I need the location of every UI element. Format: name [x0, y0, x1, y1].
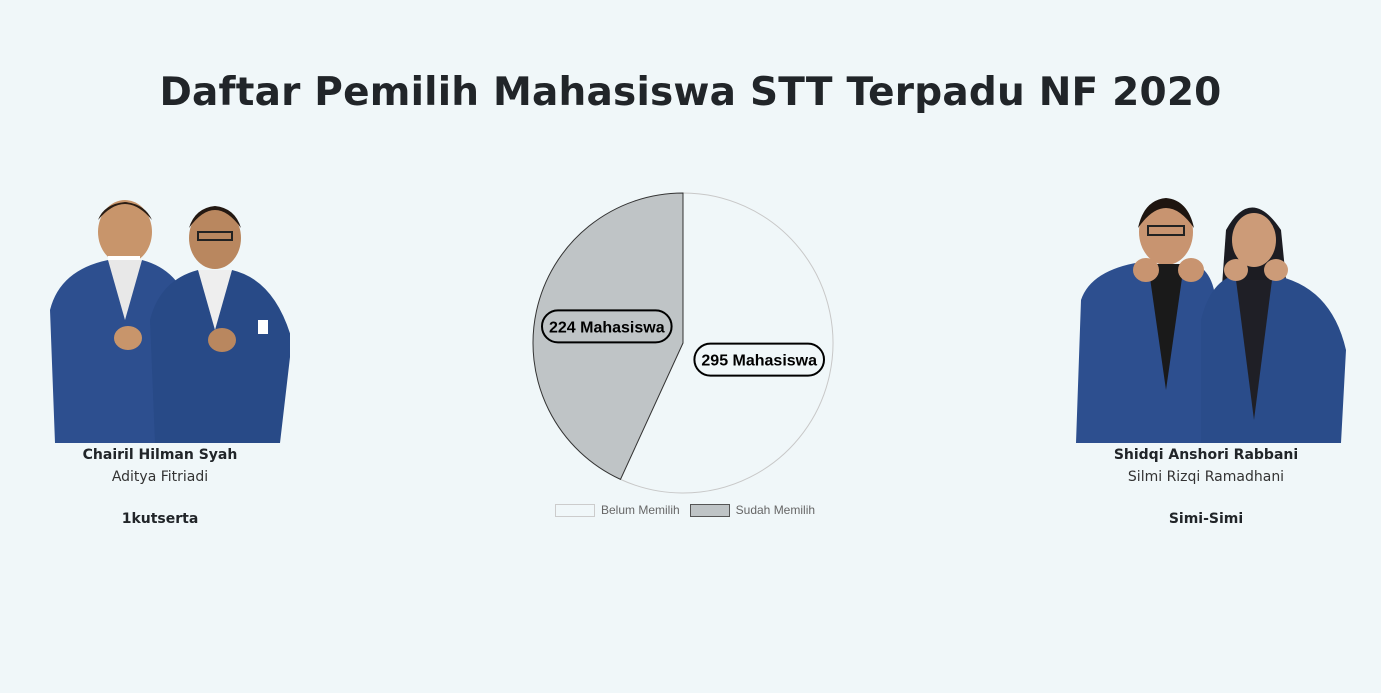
candidate-card-1: Chairil Hilman Syah Aditya Fitriadi 1kut…	[25, 190, 295, 527]
svg-text:295 Mahasiswa: 295 Mahasiswa	[701, 353, 817, 370]
candidate-secondary-name: Silmi Rizqi Ramadhani	[1127, 469, 1285, 485]
legend-swatch-sudah	[689, 503, 730, 517]
page-title: Daftar Pemilih Mahasiswa STT Terpadu NF …	[159, 70, 1222, 115]
pie-data-label-sudah-memilih: 224 Mahasiswa	[540, 309, 673, 344]
legend-item-belum[interactable]: Belum Memilih	[554, 503, 680, 517]
legend-swatch-belum	[554, 503, 595, 517]
candidate-photo-1	[30, 190, 290, 443]
candidate-team-name: Simi-Simi	[1168, 511, 1244, 527]
legend-label-belum: Belum Memilih	[600, 503, 680, 517]
candidate-primary-name: Chairil Hilman Syah	[82, 447, 238, 463]
candidate-team-name: 1kutserta	[121, 511, 199, 527]
svg-text:224 Mahasiswa: 224 Mahasiswa	[549, 319, 665, 336]
chart-legend: Belum Memilih Sudah Memilih	[520, 503, 850, 517]
pie-svg: 295 Mahasiswa 224 Mahasiswa	[532, 192, 834, 494]
candidate-card-2: Shidqi Anshori Rabbani Silmi Rizqi Ramad…	[1071, 190, 1346, 527]
candidate-primary-name: Shidqi Anshori Rabbani	[1113, 447, 1299, 463]
pie-data-label-belum-memilih: 295 Mahasiswa	[693, 342, 826, 377]
candidate-secondary-name: Aditya Fitriadi	[111, 469, 209, 485]
candidate-photo-2	[1076, 190, 1346, 443]
legend-label-sudah: Sudah Memilih	[735, 503, 816, 517]
legend-item-sudah[interactable]: Sudah Memilih	[689, 503, 816, 517]
vote-pie-chart: 295 Mahasiswa 224 Mahasiswa Belum Memilih…	[520, 185, 850, 525]
